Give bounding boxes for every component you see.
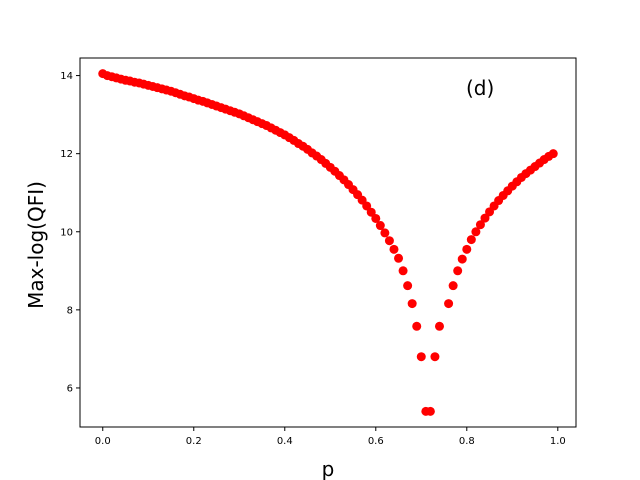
data-point xyxy=(398,266,408,276)
data-point xyxy=(457,254,467,264)
data-point xyxy=(407,299,417,309)
x-tick-label: 1.0 xyxy=(550,436,566,447)
panel-annotation: (d) xyxy=(466,76,494,100)
data-point xyxy=(380,228,390,238)
data-point xyxy=(475,220,485,230)
data-point xyxy=(412,321,422,331)
data-point xyxy=(389,244,399,254)
x-tick-label: 0.6 xyxy=(368,436,384,447)
x-tick-label: 0.0 xyxy=(95,436,111,447)
data-point xyxy=(548,149,558,159)
data-point xyxy=(403,281,413,291)
y-tick-label: 8 xyxy=(67,305,73,316)
data-point xyxy=(471,227,481,237)
data-point xyxy=(384,236,394,246)
x-axis-ticks: 0.0 0.2 0.4 0.6 0.8 1.0 xyxy=(95,427,566,447)
data-point xyxy=(480,213,490,223)
x-tick-label: 0.4 xyxy=(277,436,293,447)
y-tick-label: 14 xyxy=(60,71,73,82)
data-point xyxy=(434,321,444,331)
plot-frame xyxy=(79,57,577,428)
data-point xyxy=(375,221,385,231)
data-point xyxy=(425,406,435,416)
x-axis-label: p xyxy=(322,457,335,480)
y-axis-label: Max-log(QFI) xyxy=(24,181,48,309)
data-point xyxy=(462,244,472,254)
y-axis-ticks: 6 8 10 12 14 xyxy=(60,71,80,394)
y-tick-label: 6 xyxy=(67,383,73,394)
data-point xyxy=(430,352,440,362)
data-point xyxy=(444,299,454,309)
x-tick-label: 0.8 xyxy=(459,436,475,447)
data-points xyxy=(98,69,558,416)
y-tick-label: 10 xyxy=(60,227,73,238)
y-tick-label: 12 xyxy=(60,149,73,160)
data-point xyxy=(453,266,463,276)
data-point xyxy=(416,352,426,362)
data-point xyxy=(466,235,476,245)
x-tick-label: 0.2 xyxy=(186,436,202,447)
data-point xyxy=(448,281,458,291)
data-point xyxy=(394,253,404,263)
data-point xyxy=(371,213,381,223)
data-point xyxy=(366,207,376,217)
data-point xyxy=(362,201,372,211)
